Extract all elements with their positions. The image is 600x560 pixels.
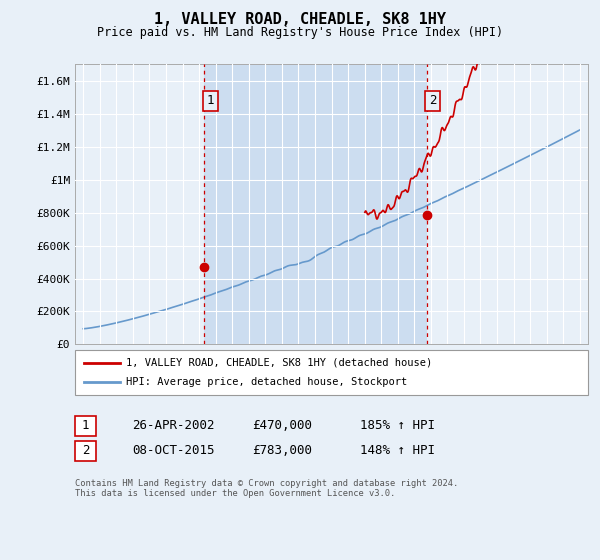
Text: 2: 2 [429, 94, 437, 108]
Text: 08-OCT-2015: 08-OCT-2015 [132, 444, 215, 458]
Text: £470,000: £470,000 [252, 419, 312, 432]
Text: 2: 2 [82, 444, 89, 458]
Text: HPI: Average price, detached house, Stockport: HPI: Average price, detached house, Stoc… [126, 377, 407, 388]
Text: 1: 1 [206, 94, 214, 108]
Text: Price paid vs. HM Land Registry's House Price Index (HPI): Price paid vs. HM Land Registry's House … [97, 26, 503, 39]
Text: 1, VALLEY ROAD, CHEADLE, SK8 1HY: 1, VALLEY ROAD, CHEADLE, SK8 1HY [154, 12, 446, 27]
Text: 1: 1 [82, 419, 89, 432]
Text: 185% ↑ HPI: 185% ↑ HPI [360, 419, 435, 432]
Bar [204, 64, 427, 344]
Text: 26-APR-2002: 26-APR-2002 [132, 419, 215, 432]
Text: Contains HM Land Registry data © Crown copyright and database right 2024.
This d: Contains HM Land Registry data © Crown c… [75, 479, 458, 498]
Text: £783,000: £783,000 [252, 444, 312, 458]
Text: 148% ↑ HPI: 148% ↑ HPI [360, 444, 435, 458]
Text: 1, VALLEY ROAD, CHEADLE, SK8 1HY (detached house): 1, VALLEY ROAD, CHEADLE, SK8 1HY (detach… [126, 357, 432, 367]
